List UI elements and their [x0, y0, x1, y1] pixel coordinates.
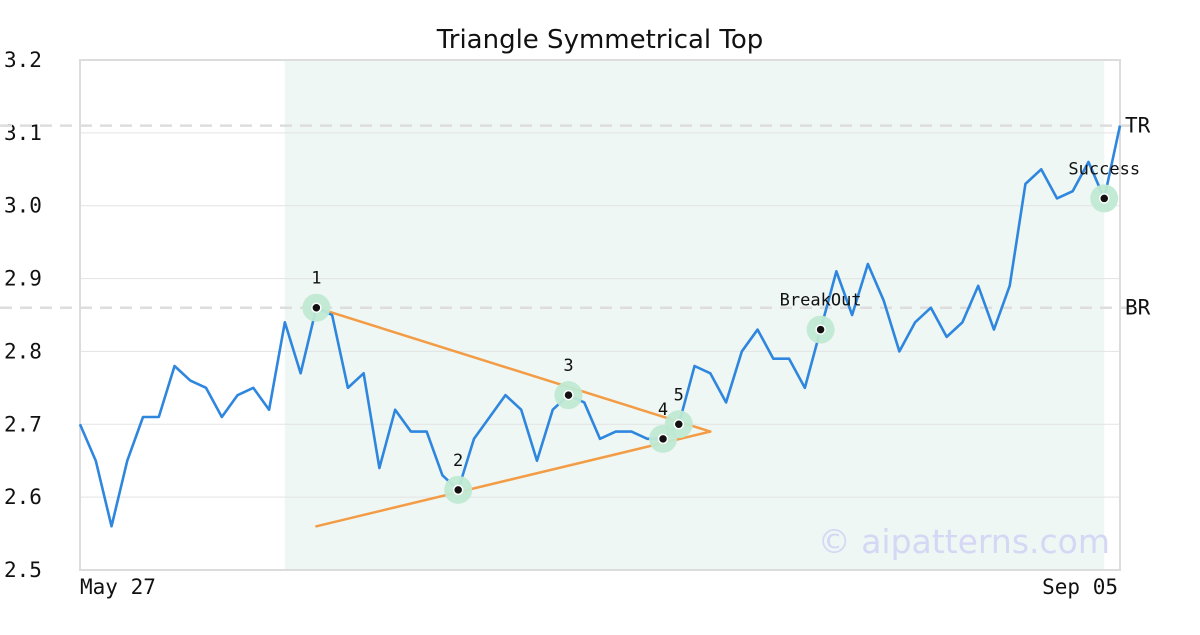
point-2-label: 2 [453, 451, 463, 471]
point-2-marker [452, 484, 464, 496]
point-breakout-label: BreakOut [780, 291, 862, 311]
y-tick-label: 2.9 [4, 267, 42, 291]
x-tick-start: May 27 [80, 575, 156, 599]
point-4-marker [657, 433, 669, 445]
reference-label-tr: TR [1125, 114, 1151, 138]
point-3-label: 3 [563, 356, 573, 376]
point-breakout-marker [815, 324, 826, 335]
x-tick-end: Sep 05 [1042, 575, 1118, 599]
triangle-upper-line [315, 306, 712, 433]
watermark: © aipatterns.com [818, 522, 1110, 561]
plot-frame [79, 59, 1121, 571]
y-tick-label: 2.7 [4, 412, 42, 436]
chart-title: Triangle Symmetrical Top [436, 25, 764, 55]
triangle-lower-line [315, 430, 712, 528]
price-series-line [78, 125, 1122, 528]
point-1-marker [311, 302, 322, 313]
point-4-label: 4 [658, 400, 668, 420]
pattern-highlight-region [284, 60, 1105, 570]
point-3-marker [563, 389, 574, 401]
reference-label-br: BR [1125, 296, 1151, 320]
y-tick-label: 3.0 [4, 194, 42, 218]
point-1-label: 1 [311, 269, 321, 289]
y-tick-label: 2.6 [4, 485, 42, 509]
y-tick-label: 2.8 [4, 339, 42, 363]
y-tick-label: 3.2 [4, 48, 42, 72]
point-success-label: Success [1068, 159, 1140, 179]
point-5-marker [673, 419, 685, 430]
point-5-label: 5 [674, 385, 684, 405]
point-success-marker [1098, 193, 1110, 204]
y-tick-label: 2.5 [4, 558, 42, 582]
